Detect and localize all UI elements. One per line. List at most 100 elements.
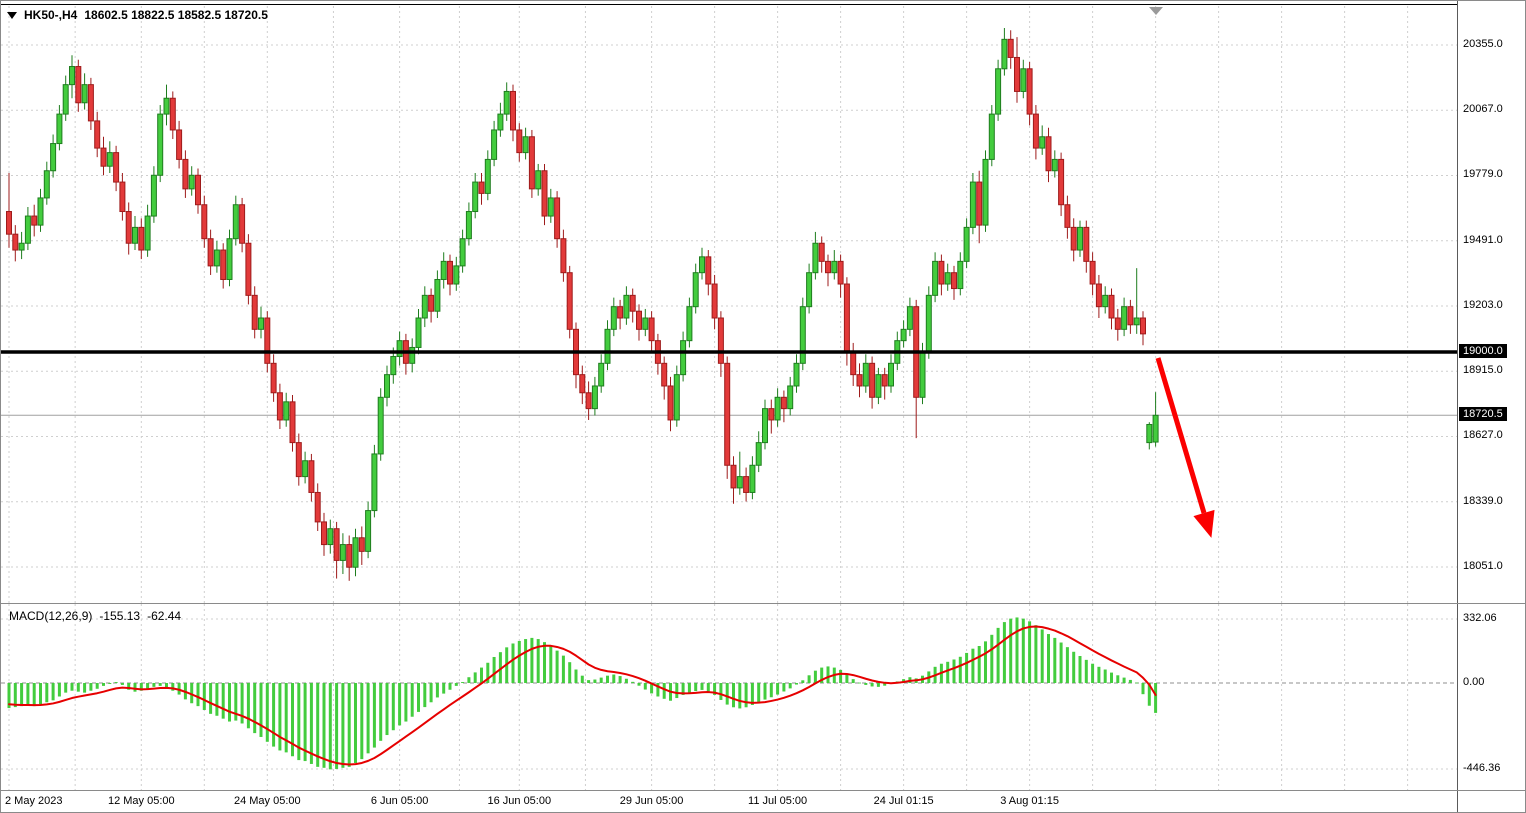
candle-body[interactable] xyxy=(566,272,573,330)
candle-body[interactable] xyxy=(1045,136,1052,172)
candle-body[interactable] xyxy=(680,340,687,376)
candle-body[interactable] xyxy=(932,260,939,296)
candle-body[interactable] xyxy=(390,356,397,376)
candle-body[interactable] xyxy=(730,464,737,489)
candle-body[interactable] xyxy=(465,211,472,240)
candle-body[interactable] xyxy=(1089,260,1096,285)
candle-body[interactable] xyxy=(869,362,876,398)
candle-body[interactable] xyxy=(447,260,453,285)
candle-body[interactable] xyxy=(825,260,831,274)
candle-body[interactable] xyxy=(850,351,857,376)
candle-body[interactable] xyxy=(793,362,800,387)
candle-body[interactable] xyxy=(18,242,25,251)
candle-body[interactable] xyxy=(629,294,636,312)
candle-body[interactable] xyxy=(352,537,359,568)
candle-body[interactable] xyxy=(1133,317,1140,326)
candle-body[interactable] xyxy=(774,396,781,421)
candle-body[interactable] xyxy=(1001,38,1008,70)
candle-body[interactable] xyxy=(157,113,164,176)
candle-body[interactable] xyxy=(642,317,649,330)
candle-body[interactable] xyxy=(957,260,964,290)
candle-body[interactable] xyxy=(12,233,19,251)
candle-body[interactable] xyxy=(1070,226,1077,251)
candle-body[interactable] xyxy=(1058,158,1065,206)
candle-body[interactable] xyxy=(371,453,378,512)
candle-body[interactable] xyxy=(711,283,718,319)
candle-body[interactable] xyxy=(81,84,88,104)
candle-body[interactable] xyxy=(617,306,624,319)
candle-body[interactable] xyxy=(295,442,302,478)
candle-body[interactable] xyxy=(988,113,995,160)
candle-body[interactable] xyxy=(938,260,945,285)
candle-body[interactable] xyxy=(251,294,258,330)
candle-body[interactable] xyxy=(610,306,617,330)
price-chart-pane[interactable] xyxy=(1,1,1457,603)
candle-body[interactable] xyxy=(554,197,561,240)
candle-body[interactable] xyxy=(969,181,976,228)
candle-body[interactable] xyxy=(906,306,913,330)
candle-body[interactable] xyxy=(333,528,340,561)
candle-body[interactable] xyxy=(421,294,428,319)
candle-body[interactable] xyxy=(396,340,403,358)
candle-body[interactable] xyxy=(1077,226,1083,251)
candle-body[interactable] xyxy=(598,362,605,387)
candle-body[interactable] xyxy=(636,310,642,330)
candle-body[interactable] xyxy=(1140,317,1146,335)
candle-body[interactable] xyxy=(497,113,504,131)
candle-body[interactable] xyxy=(182,158,189,190)
pane-divider[interactable] xyxy=(1,603,1525,604)
candle-body[interactable] xyxy=(736,476,743,489)
candle-body[interactable] xyxy=(24,215,31,244)
candle-body[interactable] xyxy=(308,460,315,493)
trend-arrow[interactable] xyxy=(1155,357,1215,538)
time-axis[interactable]: 2 May 2023 12 May 05:00 24 May 05:00 6 Jun … xyxy=(1,791,1457,812)
candle-body[interactable] xyxy=(358,537,365,552)
candle-body[interactable] xyxy=(591,385,598,410)
candle-body[interactable] xyxy=(1007,38,1014,58)
candle-body[interactable] xyxy=(37,197,44,226)
candle-body[interactable] xyxy=(144,215,151,251)
candle-body[interactable] xyxy=(264,317,271,364)
candle-body[interactable] xyxy=(963,226,970,262)
candle-body[interactable] xyxy=(510,90,516,131)
candle-body[interactable] xyxy=(1051,158,1058,172)
candle-body[interactable] xyxy=(535,170,542,190)
candle-body[interactable] xyxy=(547,197,554,217)
candle-body[interactable] xyxy=(1026,68,1033,115)
candle-body[interactable] xyxy=(434,278,441,312)
candle-body[interactable] xyxy=(818,242,825,262)
price-axis[interactable]: 20355.0 20067.0 19779.0 19491.0 19203.0 18915… xyxy=(1458,1,1525,812)
candle-body[interactable] xyxy=(94,120,101,149)
candle-body[interactable] xyxy=(75,66,82,104)
candle-body[interactable] xyxy=(516,129,523,154)
candle-body[interactable] xyxy=(762,408,768,444)
symbol-dropdown-triangle-icon[interactable] xyxy=(7,11,17,19)
candle-body[interactable] xyxy=(478,181,485,194)
candle-body[interactable] xyxy=(648,317,655,342)
candle-body[interactable] xyxy=(327,528,334,546)
candle-body[interactable] xyxy=(163,97,170,115)
candle-body[interactable] xyxy=(1146,423,1153,444)
candle-body[interactable] xyxy=(201,204,208,240)
candle-body[interactable] xyxy=(900,328,907,342)
candle-body[interactable] xyxy=(314,491,321,523)
candle-body[interactable] xyxy=(459,238,466,267)
candle-body[interactable] xyxy=(365,510,372,552)
trend-arrow-shaft[interactable] xyxy=(1155,357,1207,514)
candle-body[interactable] xyxy=(1032,113,1039,149)
candle-body[interactable] xyxy=(232,204,239,240)
candle-body[interactable] xyxy=(843,283,850,353)
candle-body[interactable] xyxy=(56,113,63,145)
macd-histogram[interactable] xyxy=(7,617,1158,770)
candle-body[interactable] xyxy=(995,68,1002,115)
candle-body[interactable] xyxy=(1102,294,1109,308)
candle-body[interactable] xyxy=(749,464,756,493)
candle-body[interactable] xyxy=(925,294,932,353)
candle-body[interactable] xyxy=(453,265,460,285)
candle-body[interactable] xyxy=(503,90,510,115)
candle-body[interactable] xyxy=(717,317,724,364)
candle-body[interactable] xyxy=(528,136,535,190)
candle-body[interactable] xyxy=(585,392,592,410)
candle-body[interactable] xyxy=(62,84,69,115)
candle-body[interactable] xyxy=(43,170,50,199)
